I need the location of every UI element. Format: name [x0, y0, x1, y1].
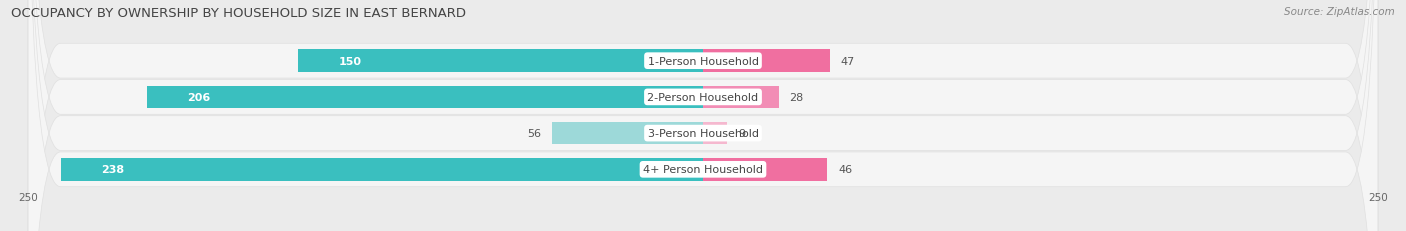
Text: 2-Person Household: 2-Person Household — [647, 92, 759, 103]
Bar — [703, 122, 727, 145]
Bar — [551, 122, 703, 145]
Text: 9: 9 — [738, 128, 745, 139]
Text: OCCUPANCY BY OWNERSHIP BY HOUSEHOLD SIZE IN EAST BERNARD: OCCUPANCY BY OWNERSHIP BY HOUSEHOLD SIZE… — [11, 7, 467, 20]
Bar — [60, 158, 703, 181]
Text: 47: 47 — [841, 56, 855, 66]
Bar — [703, 50, 830, 73]
Text: 150: 150 — [339, 56, 361, 66]
Text: Source: ZipAtlas.com: Source: ZipAtlas.com — [1284, 7, 1395, 17]
FancyBboxPatch shape — [28, 0, 1378, 231]
FancyBboxPatch shape — [28, 0, 1378, 231]
Text: 206: 206 — [187, 92, 211, 103]
Text: 238: 238 — [101, 165, 124, 175]
FancyBboxPatch shape — [28, 0, 1378, 231]
Bar — [703, 86, 779, 109]
Bar — [703, 158, 827, 181]
FancyBboxPatch shape — [28, 0, 1378, 231]
Bar — [298, 50, 703, 73]
Text: 4+ Person Household: 4+ Person Household — [643, 165, 763, 175]
Text: 3-Person Household: 3-Person Household — [648, 128, 758, 139]
Text: 28: 28 — [789, 92, 804, 103]
Text: 56: 56 — [527, 128, 541, 139]
Text: 1-Person Household: 1-Person Household — [648, 56, 758, 66]
Bar — [146, 86, 703, 109]
Text: 46: 46 — [838, 165, 852, 175]
